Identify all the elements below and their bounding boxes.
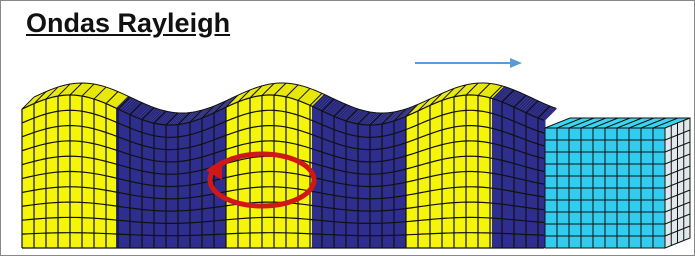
wave-block bbox=[22, 83, 690, 248]
title: Ondas Rayleigh bbox=[26, 8, 230, 39]
direction-arrow-head bbox=[510, 58, 522, 68]
screenshot: Ondas Rayleigh bbox=[0, 0, 695, 256]
